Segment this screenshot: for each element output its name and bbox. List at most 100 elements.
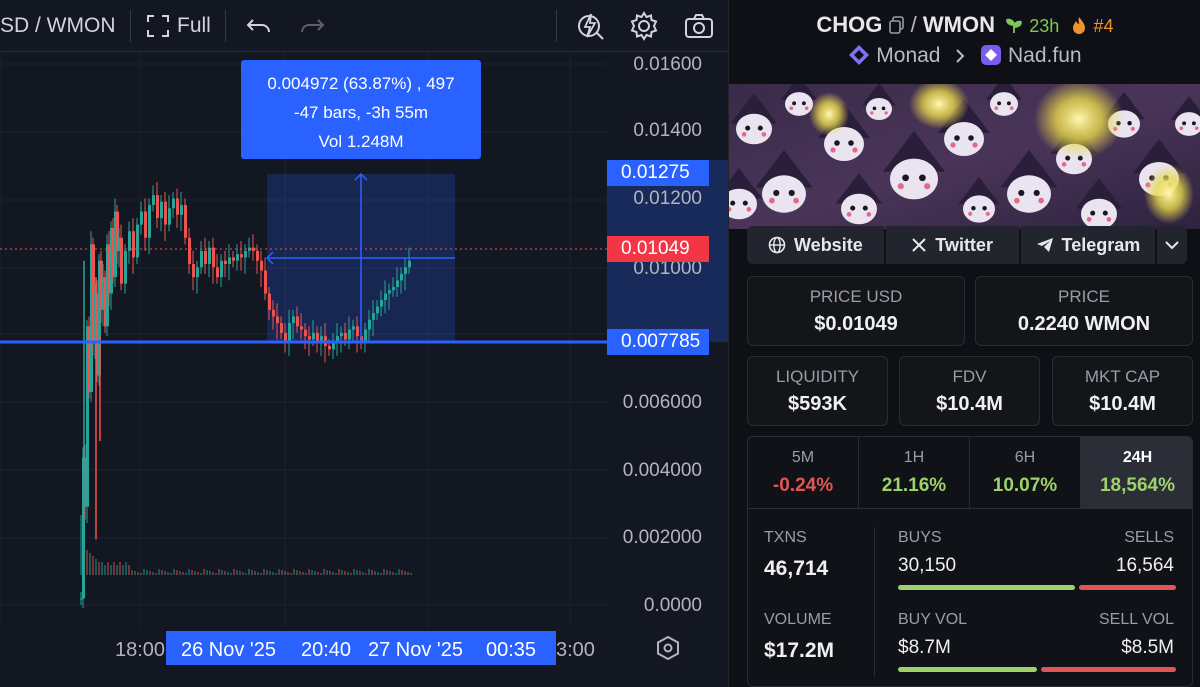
candle-body [408, 260, 411, 268]
time-axis[interactable]: 18:00 3:00 26 Nov '25 20:40 27 Nov '25 0… [0, 627, 728, 687]
mascot-blush [789, 106, 794, 111]
toolbar-divider [225, 10, 226, 42]
mascot-eye [801, 101, 806, 106]
mascot-blush [1086, 217, 1092, 222]
mascot-eye [834, 140, 840, 146]
chevron-right-icon [956, 49, 965, 63]
mascot-eye [971, 205, 976, 211]
volume-bar [101, 562, 103, 575]
candle-body [104, 277, 107, 327]
mascot-eye [1127, 120, 1132, 126]
telegram-link-button[interactable]: Telegram [1020, 226, 1156, 264]
market-cap-card: MKT CAP $10.4M [1052, 356, 1193, 426]
candle-body [328, 345, 331, 350]
fullscreen-button[interactable]: Full [177, 14, 211, 37]
candle-body [368, 319, 371, 330]
toolbar-divider [130, 10, 131, 42]
liquidity-label: LIQUIDITY [775, 367, 860, 386]
volume-bar [266, 570, 268, 575]
mascot-blush [1194, 126, 1199, 131]
volume-bars [80, 509, 412, 575]
price-native-value: 0.2240 WMON [1017, 313, 1151, 335]
volume-bar [116, 565, 118, 575]
mascot-face [1081, 198, 1117, 229]
token-symbol: CHOG [816, 12, 883, 37]
mascot-blush [968, 211, 973, 216]
volume-bar [398, 569, 400, 575]
volume-bar [326, 570, 328, 575]
indicator-lightning-icon[interactable] [574, 10, 606, 42]
candle-body [152, 195, 155, 205]
settings-gear-icon[interactable] [628, 10, 660, 42]
volume-label: VOLUME [764, 611, 832, 628]
volume-bar [407, 572, 409, 575]
volume-bar [377, 572, 379, 575]
volume-bar [410, 573, 412, 575]
mascot-eye [968, 135, 974, 141]
volume-bar [152, 572, 154, 575]
period-tab-6h[interactable]: 6H 10.07% [970, 437, 1081, 509]
price-native-card: PRICE 0.2240 WMON [975, 276, 1193, 346]
more-links-dropdown[interactable] [1157, 226, 1187, 264]
candle-body [364, 329, 367, 343]
candle-body [184, 204, 187, 238]
candle-body [84, 457, 87, 507]
candle-body [268, 293, 271, 310]
website-link-button[interactable]: Website [747, 226, 884, 264]
volume-bar [227, 572, 229, 575]
mascot-eye [982, 205, 987, 211]
measure-volume: Vol 1.248M [318, 132, 404, 151]
undo-icon[interactable] [243, 10, 275, 42]
candle-body [86, 326, 89, 507]
volume-bar [194, 571, 196, 575]
pair-symbol-button[interactable]: SD / WMON [0, 14, 116, 37]
mascot-blush [1014, 197, 1020, 204]
measure-tooltip: 0.004972 (63.87%) , 497 -47 bars, -3h 55… [241, 60, 481, 159]
candle-body [396, 280, 399, 287]
sell-volume-ratio-bar [1041, 667, 1176, 672]
candle-body [136, 224, 139, 258]
fullscreen-icon[interactable] [142, 10, 174, 42]
volume-bar [98, 562, 100, 575]
camera-snapshot-icon[interactable] [683, 10, 715, 42]
candle-body [180, 204, 183, 215]
redo-icon[interactable] [296, 10, 328, 42]
candle-body [300, 326, 303, 330]
mascot-hat [730, 93, 778, 124]
volume-bar [170, 573, 172, 575]
candle-body [308, 336, 311, 340]
copy-icon[interactable] [888, 16, 905, 34]
telegram-icon [1036, 238, 1053, 252]
chart-pane[interactable]: SD / WMON Full [0, 0, 728, 687]
dex-name[interactable]: Nad.fun [1008, 44, 1082, 67]
globe-icon [768, 236, 786, 254]
social-links-bar: Website Twitter Telegram [747, 226, 1187, 264]
volume-bar [134, 571, 136, 575]
liquidity-value: $593K [788, 393, 847, 415]
volume-bar [176, 570, 178, 575]
volume-bar [203, 569, 205, 575]
period-tab-24h[interactable]: 24H 18,564% [1081, 437, 1192, 509]
mascot-eye [881, 106, 886, 111]
mascot-face [890, 158, 938, 200]
candle-body [132, 231, 135, 258]
price-axis-label: 0.004000 [622, 460, 702, 481]
twitter-link-button[interactable]: Twitter [885, 226, 1019, 264]
volume-bar [209, 571, 211, 575]
buy-volume-value: $8.7M [898, 637, 951, 658]
mascot-hat [1000, 150, 1058, 188]
volume-bar [356, 570, 358, 575]
mascot-eye [773, 189, 780, 196]
mascot-face [736, 113, 772, 145]
mascot-face [866, 97, 892, 121]
mascot-eye [1182, 121, 1187, 126]
volume-bar [287, 572, 289, 575]
chart-settings-icon[interactable] [655, 635, 681, 661]
candle-body [376, 306, 379, 314]
volume-bar [137, 572, 139, 575]
chain-name[interactable]: Monad [876, 44, 941, 67]
candle-body [240, 254, 243, 258]
period-tab-1h[interactable]: 1H 21.16% [859, 437, 970, 509]
period-tab-5m[interactable]: 5M -0.24% [748, 437, 859, 509]
volume-bar [143, 569, 145, 575]
